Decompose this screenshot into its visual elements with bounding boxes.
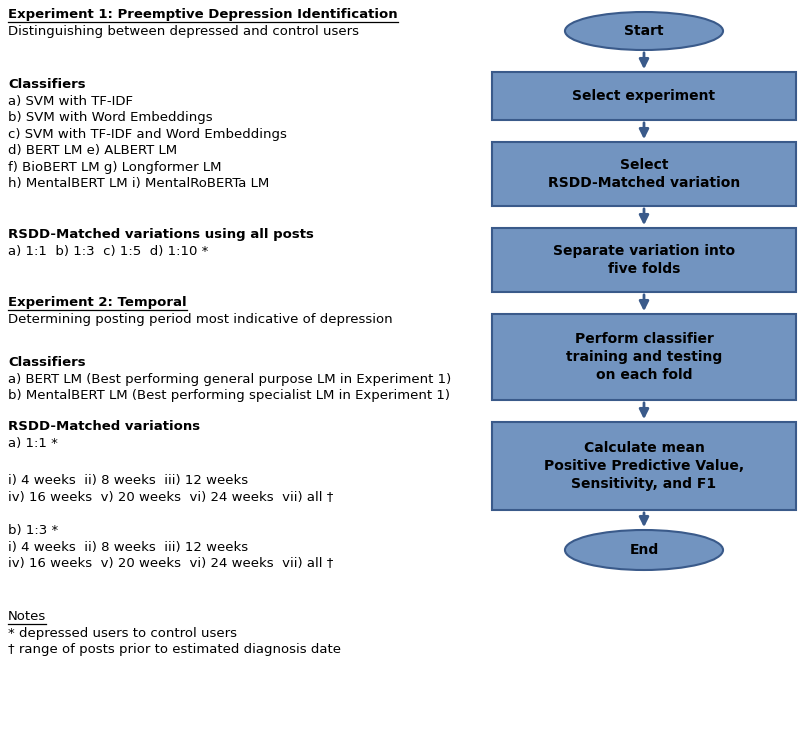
Text: a) 1:1  b) 1:3  c) 1:5  d) 1:10 *: a) 1:1 b) 1:3 c) 1:5 d) 1:10 * [8, 245, 208, 257]
Text: Experiment 2: Temporal: Experiment 2: Temporal [8, 296, 186, 309]
Text: a) BERT LM (Best performing general purpose LM in Experiment 1): a) BERT LM (Best performing general purp… [8, 373, 451, 385]
Text: b) MentalBERT LM (Best performing specialist LM in Experiment 1): b) MentalBERT LM (Best performing specia… [8, 389, 450, 402]
Text: iv) 16 weeks  v) 20 weeks  vi) 24 weeks  vii) all †: iv) 16 weeks v) 20 weeks vi) 24 weeks vi… [8, 557, 334, 570]
Text: Start: Start [624, 24, 664, 38]
Text: d) BERT LM e) ALBERT LM: d) BERT LM e) ALBERT LM [8, 144, 177, 157]
Text: b) SVM with Word Embeddings: b) SVM with Word Embeddings [8, 111, 213, 124]
Text: Experiment 1: Preemptive Depression Identification: Experiment 1: Preemptive Depression Iden… [8, 8, 398, 21]
FancyBboxPatch shape [492, 422, 796, 510]
Text: Classifiers: Classifiers [8, 78, 86, 91]
Text: Determining posting period most indicative of depression: Determining posting period most indicati… [8, 313, 393, 325]
Text: Distinguishing between depressed and control users: Distinguishing between depressed and con… [8, 25, 359, 37]
Text: b) 1:3 *: b) 1:3 * [8, 524, 58, 537]
Text: Select
RSDD-Matched variation: Select RSDD-Matched variation [548, 158, 740, 190]
Text: i) 4 weeks  ii) 8 weeks  iii) 12 weeks: i) 4 weeks ii) 8 weeks iii) 12 weeks [8, 474, 248, 487]
Text: † range of posts prior to estimated diagnosis date: † range of posts prior to estimated diag… [8, 643, 341, 656]
Text: RSDD-Matched variations: RSDD-Matched variations [8, 420, 200, 433]
Text: f) BioBERT LM g) Longformer LM: f) BioBERT LM g) Longformer LM [8, 161, 222, 174]
FancyBboxPatch shape [492, 142, 796, 206]
Text: Select experiment: Select experiment [573, 89, 715, 103]
Text: iv) 16 weeks  v) 20 weeks  vi) 24 weeks  vii) all †: iv) 16 weeks v) 20 weeks vi) 24 weeks vi… [8, 491, 334, 503]
Text: Notes: Notes [8, 610, 46, 623]
Text: a) SVM with TF-IDF: a) SVM with TF-IDF [8, 94, 133, 108]
Text: * depressed users to control users: * depressed users to control users [8, 627, 237, 640]
Ellipse shape [565, 530, 723, 570]
Text: End: End [630, 543, 658, 557]
Text: h) MentalBERT LM i) MentalRoBERTa LM: h) MentalBERT LM i) MentalRoBERTa LM [8, 177, 270, 190]
Text: RSDD-Matched variations using all posts: RSDD-Matched variations using all posts [8, 228, 314, 241]
FancyBboxPatch shape [492, 72, 796, 120]
Ellipse shape [565, 12, 723, 50]
Text: i) 4 weeks  ii) 8 weeks  iii) 12 weeks: i) 4 weeks ii) 8 weeks iii) 12 weeks [8, 541, 248, 554]
Text: c) SVM with TF-IDF and Word Embeddings: c) SVM with TF-IDF and Word Embeddings [8, 127, 287, 141]
Text: Separate variation into
five folds: Separate variation into five folds [553, 244, 735, 276]
FancyBboxPatch shape [492, 314, 796, 400]
Text: Perform classifier
training and testing
on each fold: Perform classifier training and testing … [566, 331, 722, 382]
Text: Classifiers: Classifiers [8, 356, 86, 369]
Text: Calculate mean
Positive Predictive Value,
Sensitivity, and F1: Calculate mean Positive Predictive Value… [544, 441, 744, 491]
Text: a) 1:1 *: a) 1:1 * [8, 437, 58, 450]
FancyBboxPatch shape [492, 228, 796, 292]
